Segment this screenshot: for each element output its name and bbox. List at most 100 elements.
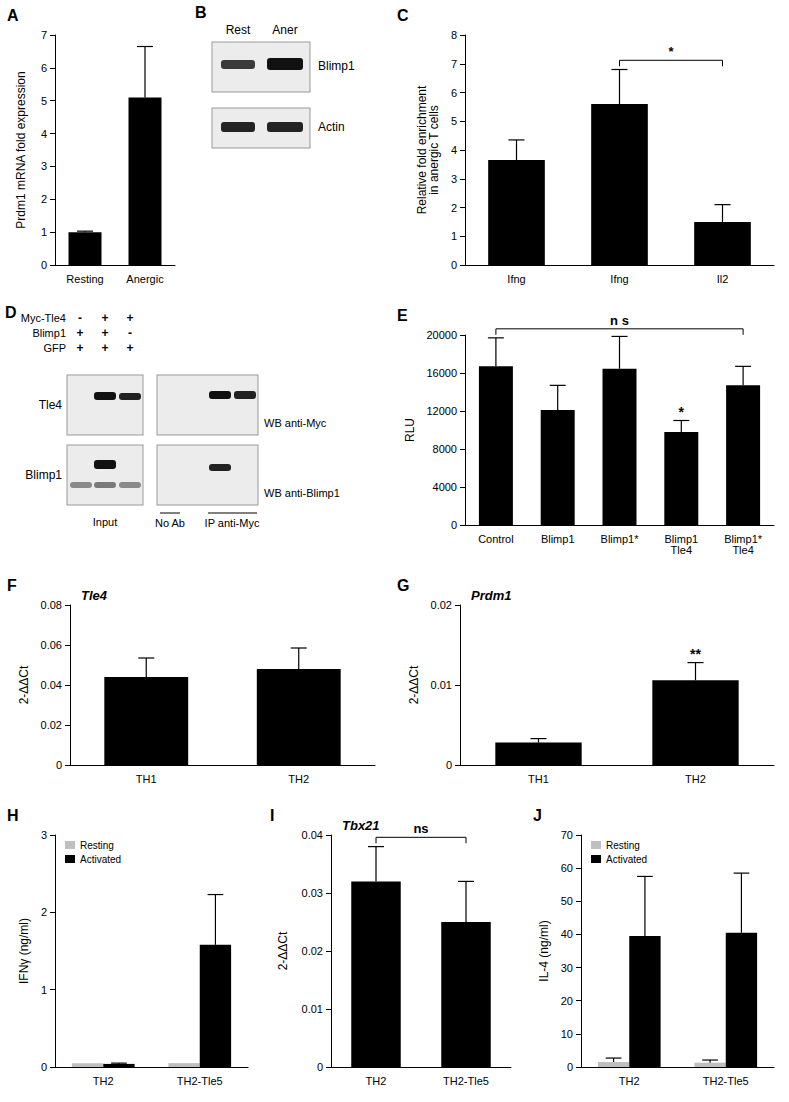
svg-text:Prdm1: Prdm1 bbox=[471, 588, 511, 603]
svg-text:2-ΔΔCt: 2-ΔΔCt bbox=[276, 931, 290, 970]
svg-text:0.01: 0.01 bbox=[302, 1003, 323, 1015]
svg-text:0.02: 0.02 bbox=[302, 945, 323, 957]
svg-text:Blimp1: Blimp1 bbox=[32, 327, 66, 339]
svg-text:in anergic T cells: in anergic T cells bbox=[427, 105, 441, 195]
svg-text:2: 2 bbox=[41, 906, 47, 918]
svg-text:+: + bbox=[76, 341, 83, 355]
svg-text:4000: 4000 bbox=[433, 481, 457, 493]
svg-text:IP anti-Myc: IP anti-Myc bbox=[205, 517, 260, 529]
svg-text:0: 0 bbox=[41, 1061, 47, 1073]
svg-text:RLU: RLU bbox=[403, 418, 417, 442]
svg-text:7: 7 bbox=[41, 29, 47, 41]
svg-text:No Ab: No Ab bbox=[155, 517, 185, 529]
svg-text:7: 7 bbox=[451, 58, 457, 70]
svg-text:**: ** bbox=[690, 646, 701, 662]
svg-text:WB anti-Blimp1: WB anti-Blimp1 bbox=[264, 487, 340, 499]
svg-text:50: 50 bbox=[561, 895, 573, 907]
svg-text:8: 8 bbox=[451, 29, 457, 41]
svg-text:5: 5 bbox=[41, 95, 47, 107]
svg-text:H: H bbox=[7, 807, 19, 824]
svg-text:3: 3 bbox=[41, 829, 47, 841]
svg-text:A: A bbox=[7, 7, 19, 24]
svg-text:0: 0 bbox=[56, 759, 62, 771]
svg-text:Control: Control bbox=[478, 533, 513, 545]
svg-text:Anergic: Anergic bbox=[126, 273, 164, 285]
svg-text:Blimp1: Blimp1 bbox=[318, 59, 355, 73]
svg-text:WB anti-Myc: WB anti-Myc bbox=[264, 417, 327, 429]
svg-text:I: I bbox=[270, 807, 274, 824]
svg-text:2: 2 bbox=[451, 202, 457, 214]
svg-text:IL-4 (ng/ml): IL-4 (ng/ml) bbox=[537, 920, 551, 981]
svg-text:0: 0 bbox=[317, 1061, 323, 1073]
svg-text:0: 0 bbox=[446, 759, 452, 771]
svg-text:+: + bbox=[126, 341, 133, 355]
svg-text:6: 6 bbox=[451, 87, 457, 99]
svg-text:4: 4 bbox=[41, 128, 47, 140]
svg-text:0.01: 0.01 bbox=[431, 679, 452, 691]
svg-text:ns: ns bbox=[413, 821, 428, 836]
svg-text:TH2: TH2 bbox=[366, 1075, 387, 1087]
svg-text:n s: n s bbox=[610, 313, 629, 328]
svg-text:Prdm1 mRNA fold expression: Prdm1 mRNA fold expression bbox=[14, 71, 28, 228]
svg-text:F: F bbox=[7, 577, 17, 594]
svg-text:Resting: Resting bbox=[66, 273, 103, 285]
svg-text:TH2: TH2 bbox=[288, 773, 309, 785]
svg-text:3: 3 bbox=[451, 173, 457, 185]
svg-text:0.06: 0.06 bbox=[41, 639, 62, 651]
svg-text:5: 5 bbox=[451, 115, 457, 127]
svg-text:IFNγ (ng/ml): IFNγ (ng/ml) bbox=[17, 918, 31, 984]
svg-text:Resting: Resting bbox=[606, 840, 640, 851]
svg-text:Actin: Actin bbox=[318, 120, 345, 134]
svg-text:0: 0 bbox=[41, 259, 47, 271]
svg-text:G: G bbox=[397, 577, 409, 594]
svg-text:0.03: 0.03 bbox=[302, 887, 323, 899]
svg-text:+: + bbox=[101, 311, 108, 325]
svg-text:2-ΔΔCt: 2-ΔΔCt bbox=[407, 665, 421, 704]
svg-text:0.08: 0.08 bbox=[41, 599, 62, 611]
svg-text:12000: 12000 bbox=[426, 405, 457, 417]
svg-text:+: + bbox=[101, 326, 108, 340]
svg-text:Rest: Rest bbox=[226, 23, 251, 37]
svg-text:+: + bbox=[126, 311, 133, 325]
svg-text:0.04: 0.04 bbox=[41, 679, 62, 691]
svg-text:2: 2 bbox=[41, 193, 47, 205]
svg-text:B: B bbox=[195, 4, 207, 21]
svg-text:Tle4: Tle4 bbox=[671, 544, 692, 556]
svg-text:Blimp1*: Blimp1* bbox=[601, 533, 640, 545]
svg-text:*: * bbox=[668, 44, 674, 59]
svg-text:TH1: TH1 bbox=[136, 773, 157, 785]
svg-text:Aner: Aner bbox=[272, 23, 297, 37]
svg-text:10: 10 bbox=[561, 1028, 573, 1040]
svg-text:6: 6 bbox=[41, 62, 47, 74]
svg-text:0.02: 0.02 bbox=[431, 599, 452, 611]
svg-text:30: 30 bbox=[561, 962, 573, 974]
svg-text:Ifng: Ifng bbox=[507, 273, 525, 285]
svg-text:TH2-Tle5: TH2-Tle5 bbox=[703, 1075, 749, 1087]
svg-text:0: 0 bbox=[451, 259, 457, 271]
svg-text:C: C bbox=[397, 7, 409, 24]
svg-text:Il2: Il2 bbox=[717, 273, 729, 285]
svg-text:Ifng: Ifng bbox=[610, 273, 628, 285]
svg-text:J: J bbox=[533, 807, 542, 824]
svg-text:0.04: 0.04 bbox=[302, 829, 323, 841]
svg-text:Tle4: Tle4 bbox=[39, 398, 63, 412]
svg-text:+: + bbox=[76, 326, 83, 340]
svg-text:Tbx21: Tbx21 bbox=[342, 818, 380, 833]
svg-text:Activated: Activated bbox=[80, 854, 121, 865]
svg-text:60: 60 bbox=[561, 862, 573, 874]
svg-text:Input: Input bbox=[93, 516, 117, 528]
svg-text:Resting: Resting bbox=[80, 840, 114, 851]
svg-text:2-ΔΔCt: 2-ΔΔCt bbox=[17, 665, 31, 704]
svg-text:*: * bbox=[679, 404, 685, 420]
svg-text:TH2-Tle5: TH2-Tle5 bbox=[177, 1075, 223, 1087]
svg-text:TH2: TH2 bbox=[685, 773, 706, 785]
svg-text:16000: 16000 bbox=[426, 367, 457, 379]
svg-text:0: 0 bbox=[451, 519, 457, 531]
svg-text:TH2: TH2 bbox=[619, 1075, 640, 1087]
svg-text:1: 1 bbox=[41, 984, 47, 996]
svg-text:+: + bbox=[101, 341, 108, 355]
svg-text:0.02: 0.02 bbox=[41, 719, 62, 731]
svg-text:TH1: TH1 bbox=[528, 773, 549, 785]
svg-text:70: 70 bbox=[561, 829, 573, 841]
svg-text:TH2: TH2 bbox=[93, 1075, 114, 1087]
